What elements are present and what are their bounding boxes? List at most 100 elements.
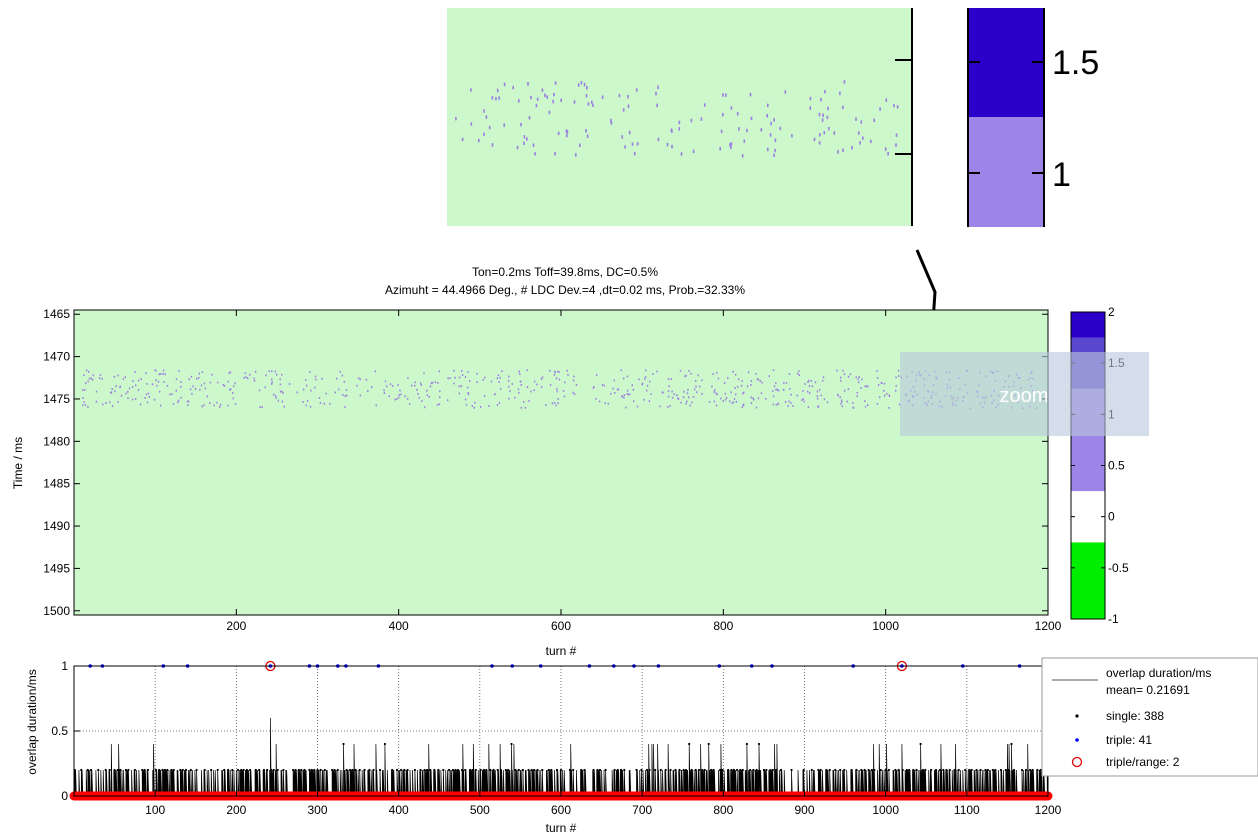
event-mark bbox=[229, 371, 232, 374]
event-mark bbox=[549, 369, 551, 372]
event-mark bbox=[398, 394, 400, 396]
colorbar-tick-label: 0 bbox=[1108, 510, 1115, 524]
x-tick-label: 500 bbox=[470, 803, 490, 817]
single-marker bbox=[860, 768, 863, 772]
event-mark bbox=[131, 386, 134, 388]
zoom-event-mark bbox=[833, 131, 836, 135]
event-mark bbox=[411, 384, 413, 387]
single-marker bbox=[762, 768, 766, 772]
event-mark bbox=[667, 395, 670, 398]
zoom-event-mark bbox=[809, 96, 812, 101]
event-mark bbox=[177, 401, 179, 404]
x-tick-label: 800 bbox=[713, 803, 733, 817]
event-mark bbox=[87, 406, 89, 408]
single-marker bbox=[1031, 768, 1034, 772]
event-mark bbox=[375, 404, 377, 407]
event-mark bbox=[716, 371, 718, 374]
event-mark bbox=[888, 395, 891, 397]
event-mark bbox=[391, 385, 394, 387]
event-mark bbox=[139, 403, 142, 406]
zoom-event-mark bbox=[826, 115, 829, 120]
single-marker bbox=[775, 768, 778, 772]
event-mark bbox=[776, 388, 778, 391]
single-marker bbox=[640, 768, 643, 772]
event-mark bbox=[775, 403, 778, 406]
event-mark bbox=[671, 390, 673, 393]
event-mark bbox=[849, 373, 852, 376]
event-mark bbox=[196, 377, 198, 380]
event-mark bbox=[712, 373, 714, 375]
event-mark bbox=[677, 398, 680, 400]
single-marker bbox=[915, 768, 918, 772]
zoom-event-mark bbox=[491, 96, 494, 100]
event-mark bbox=[400, 393, 402, 396]
single-marker bbox=[240, 768, 243, 772]
event-mark bbox=[274, 370, 276, 373]
single-marker bbox=[919, 742, 922, 746]
single-marker bbox=[464, 768, 467, 772]
event-mark bbox=[429, 385, 432, 388]
single-marker bbox=[172, 768, 175, 772]
event-mark bbox=[498, 401, 501, 404]
zoom-event-mark bbox=[535, 103, 538, 108]
event-mark bbox=[696, 391, 698, 394]
event-mark bbox=[346, 394, 348, 397]
event-mark bbox=[558, 378, 561, 381]
zoom-overlay[interactable] bbox=[900, 352, 1149, 436]
event-mark bbox=[424, 406, 426, 409]
bottom-plot-x-axis: 100 200 300 400 500 600 700 800 900 1000 1100 1200 bbox=[145, 790, 1062, 817]
event-mark bbox=[554, 371, 557, 374]
zoom-event-mark bbox=[823, 131, 826, 135]
x-tick-label: 1000 bbox=[872, 619, 899, 633]
zoom-event-mark bbox=[819, 133, 821, 137]
event-mark bbox=[747, 371, 750, 374]
single-marker bbox=[999, 768, 1003, 772]
y-tick-label: 1495 bbox=[43, 561, 70, 575]
single-marker bbox=[921, 768, 925, 772]
event-mark bbox=[777, 403, 779, 405]
colorbar-tick-label: -1 bbox=[1108, 612, 1119, 626]
single-marker bbox=[769, 768, 772, 772]
single-marker bbox=[697, 768, 701, 772]
event-mark bbox=[839, 396, 841, 399]
event-mark bbox=[814, 381, 817, 384]
single-marker bbox=[596, 768, 599, 772]
event-mark bbox=[497, 374, 500, 377]
event-mark bbox=[508, 397, 510, 400]
event-mark bbox=[897, 369, 900, 372]
event-mark bbox=[127, 397, 129, 400]
event-mark bbox=[476, 381, 478, 384]
zoom-event-mark bbox=[760, 128, 763, 132]
event-mark bbox=[418, 396, 420, 399]
event-mark bbox=[84, 388, 86, 391]
single-marker bbox=[710, 768, 713, 772]
event-mark bbox=[206, 395, 209, 398]
single-marker bbox=[316, 768, 319, 772]
event-mark bbox=[757, 397, 760, 400]
event-mark bbox=[447, 377, 449, 380]
zoom-event-mark bbox=[719, 147, 721, 151]
event-mark bbox=[383, 389, 385, 392]
event-mark bbox=[735, 400, 738, 403]
single-marker bbox=[345, 768, 348, 772]
zoom-event-mark bbox=[483, 109, 485, 113]
event-mark bbox=[488, 405, 490, 407]
colorbar-segment bbox=[1071, 542, 1105, 620]
zoom-event-mark bbox=[741, 154, 744, 158]
single-marker bbox=[348, 768, 352, 772]
event-mark bbox=[474, 401, 476, 404]
event-mark bbox=[519, 380, 522, 383]
event-mark bbox=[864, 400, 866, 403]
event-mark bbox=[708, 401, 711, 403]
event-mark bbox=[541, 376, 544, 379]
zoom-event-mark bbox=[879, 107, 881, 111]
zoom-event-mark bbox=[893, 103, 895, 108]
zoom-event-mark bbox=[534, 152, 536, 156]
single-marker bbox=[703, 768, 706, 772]
event-mark bbox=[840, 376, 842, 379]
event-mark bbox=[652, 373, 654, 375]
event-mark bbox=[117, 401, 119, 403]
event-mark bbox=[603, 384, 605, 387]
zoom-event-mark bbox=[722, 93, 724, 97]
event-mark bbox=[274, 395, 277, 397]
